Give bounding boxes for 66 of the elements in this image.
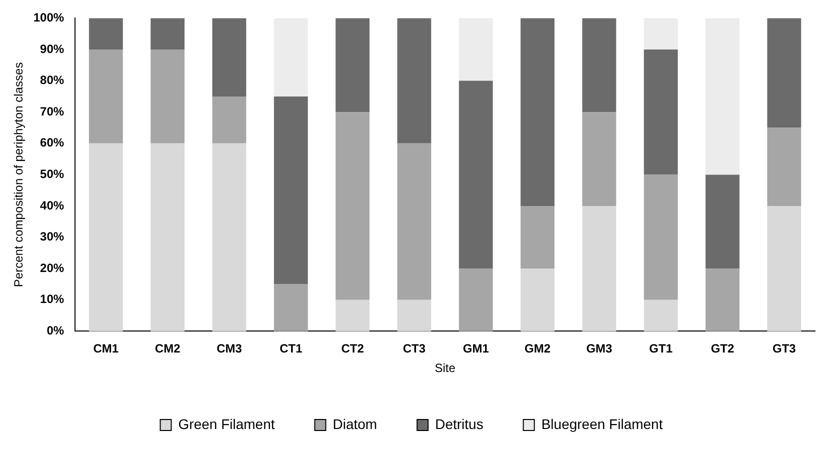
y-tick-label: 100% — [33, 10, 64, 25]
bar — [274, 18, 308, 96]
bar — [458, 80, 493, 269]
y-tick-label: 90% — [40, 42, 64, 56]
bar — [644, 18, 678, 50]
bar — [706, 268, 740, 332]
bar — [336, 300, 370, 332]
bar — [88, 143, 123, 332]
bar — [212, 143, 246, 332]
x-tick-label: CT2 — [341, 342, 364, 356]
x-tick-label: CT1 — [280, 342, 303, 356]
bar — [397, 300, 432, 332]
bar — [644, 50, 678, 175]
y-tick-label: 30% — [40, 230, 64, 244]
bar — [767, 128, 802, 206]
legend-label: Diatom — [332, 416, 378, 432]
x-tick-label: CM3 — [216, 342, 242, 356]
x-tick-label: CM1 — [93, 342, 119, 356]
bar — [706, 174, 740, 269]
y-tick-label: 40% — [40, 198, 64, 212]
legend-label: Green Filament — [178, 416, 275, 432]
y-tick-label: 50% — [40, 167, 64, 182]
bar — [212, 96, 246, 144]
bar — [582, 206, 616, 332]
bar — [88, 50, 123, 144]
y-tick-label: 0% — [46, 324, 64, 338]
bar — [458, 18, 493, 81]
bar — [520, 206, 554, 269]
bar — [336, 18, 370, 112]
bar — [336, 112, 370, 300]
bar — [150, 50, 185, 144]
x-axis-title: Site — [434, 361, 456, 376]
bar — [644, 300, 678, 332]
legend-label: Detritus — [435, 416, 484, 432]
bar — [212, 18, 246, 96]
bar — [767, 206, 802, 332]
legend-label: Bluegreen Filament — [541, 416, 663, 432]
bar — [397, 143, 432, 300]
x-tick-label: GT3 — [772, 342, 796, 356]
x-tick-label: GM1 — [462, 342, 490, 356]
bar — [706, 18, 740, 175]
x-tick-label: GT2 — [710, 342, 735, 356]
x-tick-label: GM2 — [524, 342, 551, 356]
bar — [88, 18, 123, 50]
y-axis-title: Percent composition of periphyton classes — [12, 62, 26, 288]
x-tick-label: CT3 — [402, 342, 426, 356]
bar — [582, 18, 616, 112]
bar — [274, 284, 308, 332]
y-tick-label: 60% — [40, 136, 64, 150]
x-tick-label: CM2 — [154, 342, 181, 356]
y-tick-label: 80% — [40, 73, 64, 88]
bar — [767, 18, 802, 128]
bar — [582, 112, 616, 206]
x-tick-label: GT1 — [649, 342, 673, 356]
y-tick-label: 70% — [40, 104, 64, 118]
y-tick-label: 10% — [40, 292, 64, 306]
bar — [644, 174, 678, 300]
bar — [520, 268, 554, 332]
x-tick-label: GM3 — [586, 342, 613, 356]
bar — [150, 18, 185, 50]
y-tick-label: 20% — [40, 260, 64, 275]
bar — [458, 268, 493, 332]
bar — [150, 143, 185, 332]
bar — [274, 96, 308, 284]
bar — [520, 18, 554, 206]
bar — [397, 18, 432, 144]
